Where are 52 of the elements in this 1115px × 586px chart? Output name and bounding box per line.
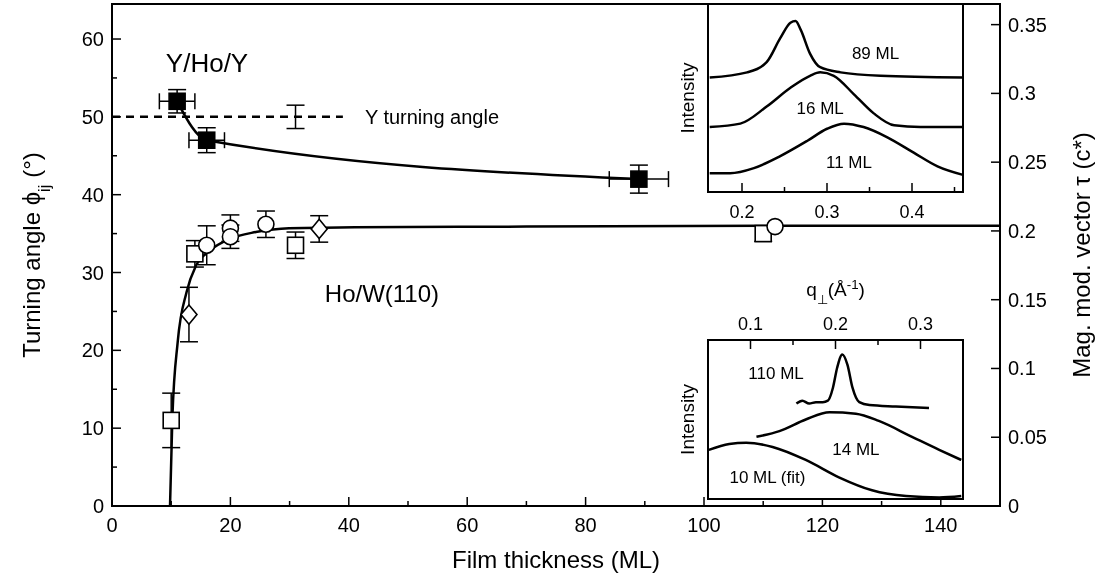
x-tick-label: 0.2 (729, 202, 755, 222)
y-tick-label: 20 (81, 339, 104, 362)
series-label: Y turning angle (364, 105, 500, 128)
point (180, 304, 198, 325)
y-tick-label: 50 (81, 105, 104, 128)
point (197, 236, 216, 255)
x-tick-label: 0.3 (907, 314, 934, 334)
x-tick-label: 0.2 (822, 314, 849, 334)
x-tick-label: 60 (456, 514, 479, 536)
point (286, 236, 305, 255)
x-tick-label: 140 (924, 514, 958, 536)
series-label: 10 ML (fit) (729, 467, 806, 487)
y2-tick-label: 0.1 (1008, 357, 1036, 380)
x-axis-title: q$_{⊥}$(Å$^{-1}$) (806, 276, 865, 307)
series-label: 110 ML (748, 364, 804, 384)
y-tick-label: 40 (81, 183, 104, 206)
y-tick-label: 60 (81, 28, 104, 51)
y2-tick-label: 0.15 (1008, 288, 1047, 311)
y2-tick-label: 0.2 (1008, 219, 1036, 242)
point (162, 411, 180, 430)
y2-tick-label: 0 (1008, 495, 1020, 517)
y-tick-label: 0 (92, 495, 104, 517)
point (186, 245, 204, 263)
legend-label: Y/Ho/Y (165, 48, 249, 79)
x-tick-label: 0.1 (737, 314, 764, 334)
x-tick-label: 80 (574, 514, 597, 536)
point (766, 217, 784, 236)
series-label: 11 ML (826, 152, 873, 172)
y2-tick-label: 0.35 (1008, 13, 1047, 36)
y2-tick-label: 0.3 (1008, 82, 1036, 105)
series-label: 14 ML (832, 440, 880, 460)
x-tick-label: 0 (106, 514, 118, 536)
series-label: 16 ML (796, 98, 844, 118)
series-label: 89 ML (851, 43, 900, 63)
x-tick-label: 40 (337, 514, 360, 536)
x-tick-label: 0.3 (814, 202, 840, 222)
point (197, 131, 216, 149)
y2-tick-label: 0.05 (1008, 426, 1047, 449)
x-tick-label: 100 (687, 514, 721, 536)
point (257, 215, 275, 234)
x-tick-label: 0.4 (899, 202, 925, 222)
y-axis-title: Intensity (677, 62, 698, 134)
text: Ho/W(110) (324, 279, 440, 307)
x-tick-label: 20 (219, 514, 242, 536)
y-tick-label: 30 (81, 261, 104, 284)
x-axis-title: Film thickness (ML) (451, 546, 661, 573)
x-tick-label: 120 (805, 514, 840, 536)
y2-tick-label: 0.25 (1008, 151, 1047, 174)
y-axis-title: Intensity (677, 383, 698, 455)
y-tick-label: 10 (81, 417, 104, 440)
point (630, 170, 648, 188)
y2-axis-title: Mag. mod. vector τ (c*) (1068, 132, 1095, 378)
